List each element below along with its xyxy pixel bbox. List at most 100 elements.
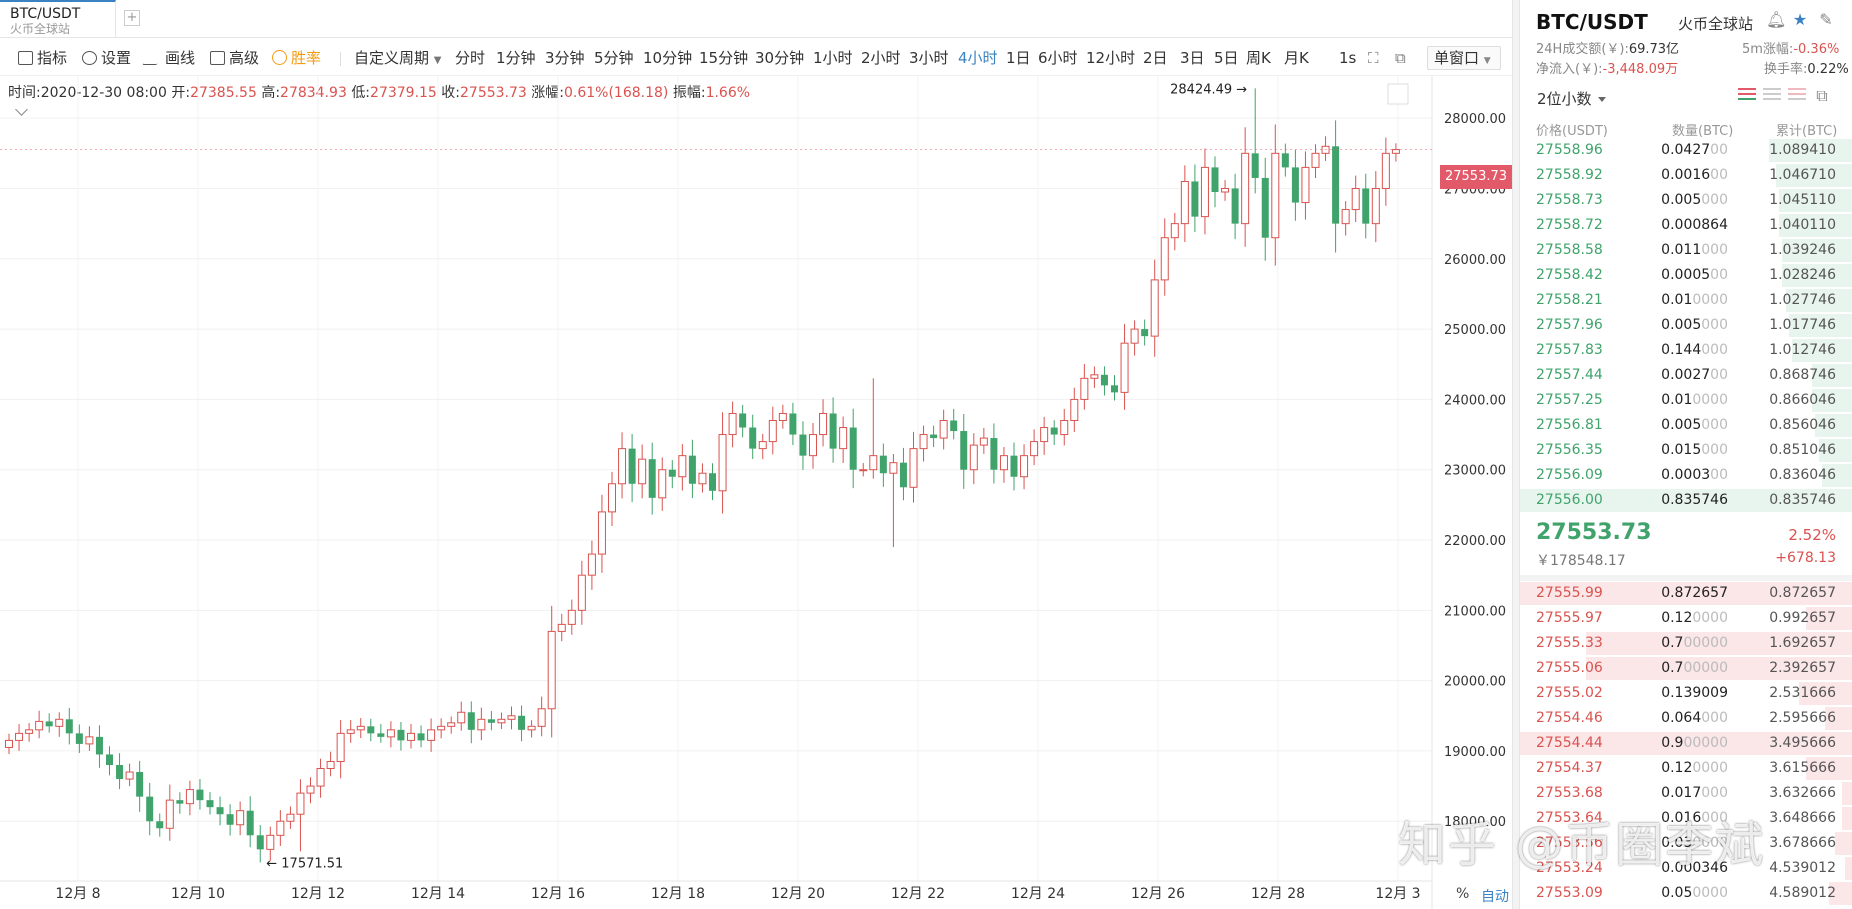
period-4[interactable]: 10分钟 — [643, 49, 693, 67]
candle-body — [889, 462, 898, 474]
period-15[interactable]: 3日 — [1180, 49, 1205, 67]
window-mode-select[interactable]: 单窗口 ▼ — [1427, 46, 1501, 70]
row-quantity: 0.010000 — [1661, 388, 1728, 413]
period-7[interactable]: 1小时 — [813, 49, 853, 67]
candle-body — [990, 438, 998, 470]
period-10[interactable]: 4小时 — [958, 49, 998, 67]
bid-row[interactable]: 27558.92 0.001600 1.046710 — [1520, 163, 1852, 188]
row-quantity: 0.900000 — [1661, 731, 1728, 756]
last-percent: 2.52% — [1788, 526, 1836, 544]
candle-body — [597, 511, 606, 555]
bid-row[interactable]: 27558.73 0.005000 1.045110 — [1520, 188, 1852, 213]
bell-icon[interactable]: 🔔︎ — [1766, 10, 1787, 29]
ask-row[interactable]: 27555.97 0.120000 0.992657 — [1520, 606, 1852, 631]
panel-splitter[interactable] — [1512, 0, 1520, 909]
period-17[interactable]: 周K — [1246, 49, 1271, 67]
candle-body — [437, 725, 446, 731]
bid-row[interactable]: 27558.72 0.000864 1.040110 — [1520, 213, 1852, 238]
window-mode-label: 单窗口 — [1434, 49, 1480, 67]
edit-icon[interactable]: ✎ — [1819, 10, 1833, 29]
view-asks-icon[interactable] — [1788, 88, 1806, 103]
custom-period-dropdown[interactable]: 自定义周期 ▼ — [354, 48, 442, 71]
ask-row[interactable]: 27554.37 0.120000 3.615666 — [1520, 756, 1852, 781]
popout-icon[interactable]: ⧉ — [1395, 49, 1406, 67]
bid-row[interactable]: 27558.58 0.011000 1.039246 — [1520, 238, 1852, 263]
view-bids-icon[interactable] — [1763, 88, 1781, 103]
row-quantity-digits: 0.0005 — [1661, 267, 1711, 283]
period-3[interactable]: 5分钟 — [594, 49, 634, 67]
ask-row[interactable]: 27555.02 0.139009 2.531666 — [1520, 681, 1852, 706]
period-1[interactable]: 1分钟 — [496, 49, 536, 67]
ask-row[interactable]: 27553.64 0.016000 3.648666 — [1520, 806, 1852, 831]
percent-toggle[interactable]: % — [1456, 886, 1470, 902]
candle-body — [1010, 455, 1018, 477]
bid-row[interactable]: 27556.35 0.015000 0.851046 — [1520, 438, 1852, 463]
ask-row[interactable]: 27555.99 0.872657 0.872657 — [1520, 581, 1852, 606]
period-12[interactable]: 6小时 — [1038, 49, 1078, 67]
candle-body — [1070, 398, 1079, 421]
bid-row[interactable]: 27556.81 0.005000 0.856046 — [1520, 413, 1852, 438]
period-8[interactable]: 2小时 — [861, 49, 901, 67]
row-quantity-digits: 0.12 — [1661, 760, 1693, 776]
candle-body — [909, 448, 918, 488]
row-quantity-digits: 0.0016 — [1661, 167, 1711, 183]
candle-body — [1211, 167, 1219, 193]
add-tab-button[interactable]: + — [124, 10, 140, 26]
decimals-dropdown[interactable]: 2位小数 — [1537, 88, 1606, 109]
period-14[interactable]: 2日 — [1143, 49, 1168, 67]
close-value: 27553.73 — [460, 85, 527, 101]
indicators-button[interactable]: 指标 — [18, 48, 67, 68]
ask-row[interactable]: 27554.46 0.064000 2.595666 — [1520, 706, 1852, 731]
candle-body — [1040, 427, 1049, 443]
advanced-button[interactable]: 高级 — [210, 48, 259, 68]
bid-row[interactable]: 27556.09 0.000300 0.836046 — [1520, 463, 1852, 488]
x-tick-label: 12月 8 — [55, 886, 100, 902]
period-5[interactable]: 15分钟 — [699, 49, 749, 67]
candle-body — [1020, 455, 1029, 478]
tab-btc-usdt[interactable]: BTC/USDT 火币全球站 — [0, 0, 116, 38]
view-both-icon[interactable] — [1738, 88, 1756, 103]
period-18[interactable]: 月K — [1284, 49, 1309, 67]
fullscreen-icon[interactable]: ⛶ — [1368, 49, 1379, 67]
win-rate-button[interactable]: 胜率 — [272, 48, 321, 68]
ask-row[interactable]: 27555.06 0.700000 2.392657 — [1520, 656, 1852, 681]
bid-row[interactable]: 27556.00 0.835746 0.835746 — [1520, 488, 1852, 513]
x-tick-label: 12月 12 — [291, 886, 345, 902]
ask-row[interactable]: 27553.68 0.017000 3.632666 — [1520, 781, 1852, 806]
bid-row[interactable]: 27557.83 0.144000 1.012746 — [1520, 338, 1852, 363]
period-13[interactable]: 12小时 — [1086, 49, 1136, 67]
ask-row[interactable]: 27553.24 0.000346 4.539012 — [1520, 856, 1852, 881]
ask-row[interactable]: 27553.56 0.030000 3.678666 — [1520, 831, 1852, 856]
period-6[interactable]: 30分钟 — [755, 49, 805, 67]
expand-icon[interactable]: ⧉ — [1816, 86, 1828, 105]
row-price: 27558.72 — [1536, 217, 1603, 233]
period-11[interactable]: 1日 — [1006, 49, 1031, 67]
bid-row[interactable]: 27558.21 0.010000 1.027746 — [1520, 288, 1852, 313]
interval-button[interactable]: 1s — [1339, 49, 1357, 67]
period-2[interactable]: 3分钟 — [545, 49, 585, 67]
period-0[interactable]: 分时 — [455, 49, 486, 67]
bid-row[interactable]: 27557.25 0.010000 0.866046 — [1520, 388, 1852, 413]
bid-row[interactable]: 27557.44 0.002700 0.868746 — [1520, 363, 1852, 388]
ask-row[interactable]: 27555.33 0.700000 1.692657 — [1520, 631, 1852, 656]
auto-scale-toggle[interactable]: 自动 — [1481, 889, 1509, 905]
bid-row[interactable]: 27558.96 0.042700 1.089410 — [1520, 138, 1852, 163]
candle-body — [758, 441, 767, 450]
period-16[interactable]: 5日 — [1214, 49, 1239, 67]
settings-button[interactable]: 设置 — [82, 48, 131, 68]
row-quantity: 0.002700 — [1661, 363, 1728, 388]
row-quantity-padding: 00000 — [1683, 735, 1728, 751]
candle-body — [1200, 166, 1209, 218]
bid-row[interactable]: 27558.42 0.000500 1.028246 — [1520, 263, 1852, 288]
candle-body — [85, 736, 94, 745]
bid-row[interactable]: 27557.96 0.005000 1.017746 — [1520, 313, 1852, 338]
candlestick-chart[interactable]: 18000.00 19000.00 20000.00 21000.00 22000.00… — [0, 76, 1512, 909]
header-total: 累计(BTC) — [1776, 124, 1838, 139]
ask-row[interactable]: 27553.09 0.050000 4.589012 — [1520, 881, 1852, 906]
star-icon[interactable]: ★ — [1792, 10, 1808, 29]
period-9[interactable]: 3小时 — [909, 49, 949, 67]
draw-button[interactable]: 画线 — [141, 48, 195, 68]
ask-row[interactable]: 27554.44 0.900000 3.495666 — [1520, 731, 1852, 756]
row-total: 1.045110 — [1769, 192, 1836, 208]
row-quantity: 0.016000 — [1661, 806, 1728, 831]
